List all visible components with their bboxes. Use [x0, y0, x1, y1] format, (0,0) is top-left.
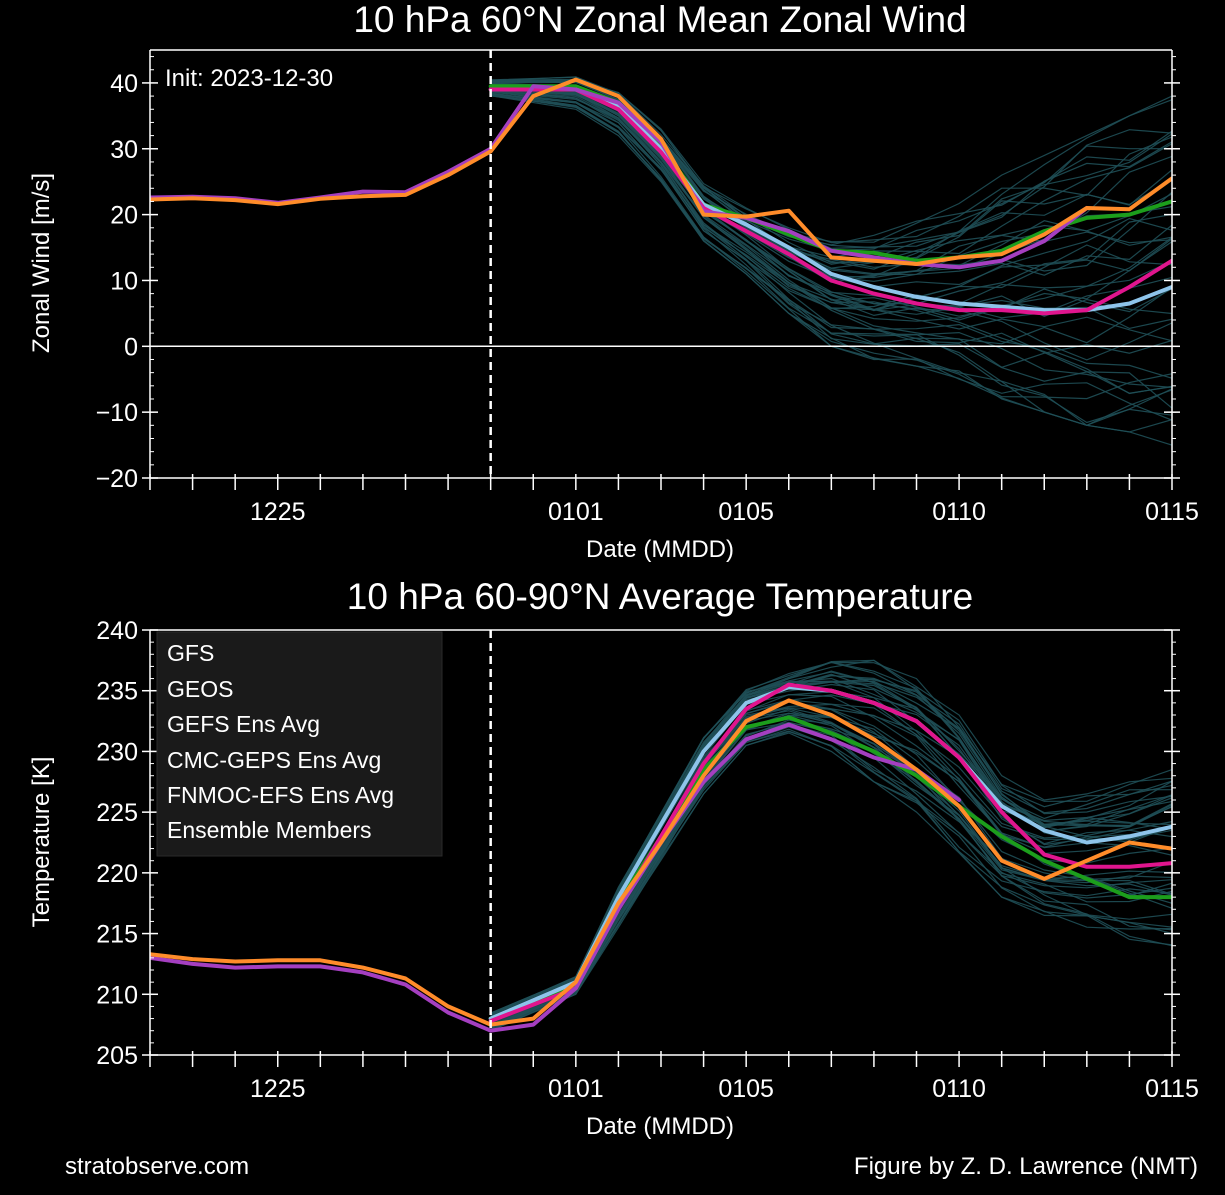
wind-cmc-geps-ens-avg-line — [488, 87, 1172, 313]
temp-ytick-label: 230 — [96, 738, 138, 766]
temp-xtick-label: 0115 — [1145, 1075, 1199, 1103]
wind-ensemble-member-line — [490, 93, 1172, 394]
legend-gefs: GEFS Ens Avg — [167, 711, 320, 737]
wind-ytick-label: 0 — [124, 333, 138, 361]
wind-ytick-label: −20 — [96, 465, 138, 493]
footer-credit: Figure by Z. D. Lawrence (NMT) — [854, 1153, 1198, 1180]
temp-ytick-label: 235 — [96, 678, 138, 706]
temp-ytick-label: 215 — [96, 921, 138, 949]
wind-ensemble-member-line — [490, 92, 1172, 409]
temp-ytick-label: 225 — [96, 799, 138, 827]
temp-xtick-label: 0101 — [548, 1075, 604, 1103]
wind-fnmoc-efs-ens-avg-line — [488, 87, 1172, 316]
temp-ensemble-member-line — [490, 673, 1172, 1015]
temp-gfs-line — [150, 698, 1172, 1027]
temp-series-group — [150, 659, 1172, 1033]
temp-fnmoc-efs-ens-avg-line — [488, 682, 1172, 1023]
legend-box — [156, 631, 443, 857]
temp-xtick-label: 0105 — [718, 1075, 774, 1103]
temperature-ylabel: Temperature [K] — [28, 757, 55, 928]
wind-ytick-label: −10 — [96, 399, 138, 427]
wind-gfs-line — [150, 77, 1172, 266]
legend-cmc-geps: CMC-GEPS Ens Avg — [167, 747, 381, 773]
zonal-wind-panel: 10 hPa 60°N Zonal Mean Zonal Wind Zonal … — [28, 0, 1199, 563]
temp-ensemble-member-line — [490, 719, 1172, 1025]
wind-gefs-ens-avg-line — [488, 84, 1172, 263]
wind-ytick-label: 40 — [110, 70, 138, 98]
temperature-xlabel: Date (MMDD) — [586, 1113, 734, 1140]
zonal-wind-ylabel: Zonal Wind [m/s] — [28, 173, 55, 353]
legend-fnmoc-efs: FNMOC-EFS Ens Avg — [167, 782, 394, 808]
wind-ensemble-member-line — [490, 80, 1172, 275]
wind-ensemble-member-line — [490, 92, 1172, 433]
temp-ensemble-member-line — [490, 691, 1172, 1021]
wind-xtick-label: 0115 — [1145, 498, 1199, 526]
wind-xtick-label: 0101 — [548, 498, 604, 526]
footer-site: stratobserve.com — [65, 1153, 249, 1180]
temp-geos-line — [150, 722, 962, 1033]
legend-gfs: GFS — [167, 640, 214, 666]
wind-ensemble-member-line — [490, 91, 1172, 421]
legend-geos: GEOS — [167, 676, 233, 702]
legend-ensemble-members: Ensemble Members — [167, 817, 372, 843]
wind-ytick-label: 20 — [110, 202, 138, 230]
temp-ytick-label: 205 — [96, 1042, 138, 1070]
wind-xtick-label: 0110 — [932, 498, 986, 526]
temp-ensemble-member-line — [490, 714, 1172, 1032]
temp-ensemble-member-line — [490, 726, 1172, 1029]
wind-ensemble-member-line — [490, 88, 1172, 317]
zonal-wind-plot-area: −20 −10 0 10 20 30 40 1225 0101 0105 0110 0115 — [96, 49, 1199, 526]
legend: GFS GEOS GEFS Ens Avg CMC-GEPS Ens Avg F… — [156, 631, 443, 857]
temp-xtick-label: 1225 — [250, 1075, 306, 1103]
wind-ensemble-member-line — [490, 89, 1172, 345]
temp-ensemble-member-line — [490, 671, 1172, 1014]
wind-xtick-label: 0105 — [718, 498, 774, 526]
temperature-plot-area: 205 210 215 220 225 230 235 240 1225 0101 0105 0110… — [96, 617, 1199, 1103]
wind-ytick-label: 10 — [110, 267, 138, 295]
temp-ytick-label: 220 — [96, 860, 138, 888]
temp-ytick-label: 210 — [96, 981, 138, 1009]
temperature-panel: 10 hPa 60-90°N Average Temperature Tempe… — [28, 576, 1199, 1140]
temp-ensemble-member-line — [490, 661, 1172, 1016]
wind-xtick-label: 1225 — [250, 498, 306, 526]
wind-series-group — [150, 76, 1172, 446]
temperature-title: 10 hPa 60-90°N Average Temperature — [347, 576, 973, 617]
wind-ytick-label: 30 — [110, 136, 138, 164]
temp-ytick-label: 240 — [96, 617, 138, 645]
zonal-wind-xlabel: Date (MMDD) — [586, 536, 734, 563]
wind-ensemble-member-line — [490, 90, 1172, 330]
zonal-wind-title: 10 hPa 60°N Zonal Mean Zonal Wind — [353, 0, 966, 40]
temp-xtick-label: 0110 — [932, 1075, 986, 1103]
init-annotation: Init: 2023-12-30 — [165, 65, 333, 92]
